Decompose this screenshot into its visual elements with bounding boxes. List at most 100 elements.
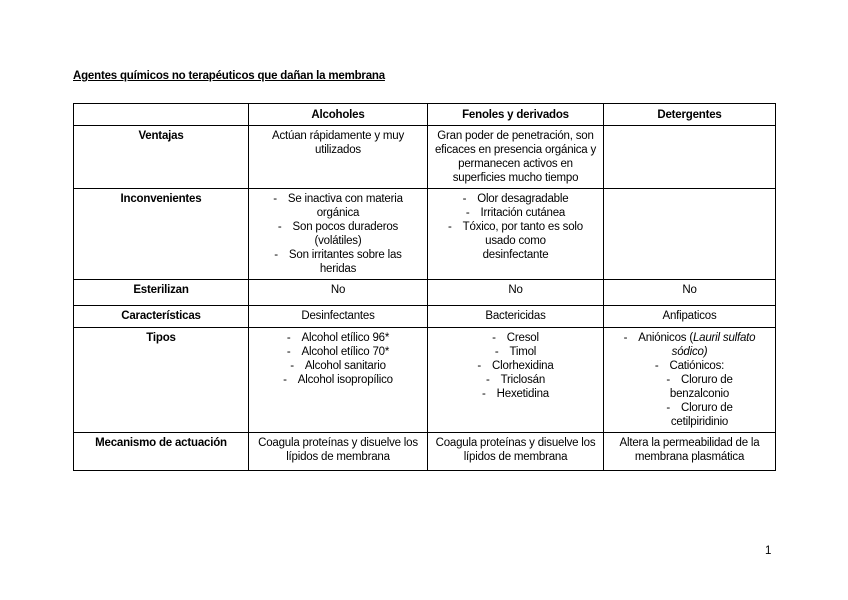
table-row: Tipos - Alcohol etílico 96* - Alcohol etílic… bbox=[73, 327, 776, 433]
row-label: Ventajas bbox=[73, 125, 249, 189]
list-item-text: Timol bbox=[509, 346, 537, 358]
list-item-text: Triclosán bbox=[500, 374, 546, 386]
dash-bullet: - bbox=[654, 360, 659, 372]
list-item: - Alcohol sanitario bbox=[252, 359, 424, 373]
list-item: - Son irritantes sobre las heridas bbox=[252, 248, 424, 276]
list-item: - Cresol bbox=[431, 331, 600, 345]
table-cell bbox=[603, 188, 776, 280]
dash-bullet: - bbox=[286, 346, 291, 358]
table-cell: - Alcohol etílico 96* - Alcohol etílico 70*… bbox=[248, 327, 428, 433]
table-row: Esterilizan No No No bbox=[73, 279, 776, 306]
dash-bullet: - bbox=[485, 374, 490, 386]
corner-cell bbox=[73, 103, 249, 126]
table-cell: No bbox=[603, 279, 776, 306]
row-label: Características bbox=[73, 305, 249, 328]
page-title: Agentes químicos no terapéuticos que dañ… bbox=[73, 70, 385, 82]
list-item-text: Hexetidina bbox=[496, 388, 550, 400]
list-item-text: Irritación cutánea bbox=[480, 207, 566, 219]
table-cell: Desinfectantes bbox=[248, 305, 428, 328]
table-cell: Coagula proteínas y disuelve los lípidos… bbox=[427, 432, 604, 471]
dash-bullet: - bbox=[623, 332, 628, 344]
table-cell: Actúan rápidamente y muy utilizados bbox=[248, 125, 428, 189]
cell-text: No bbox=[508, 284, 523, 296]
list-item: - Clorhexidina bbox=[431, 359, 600, 373]
column-header: Fenoles y derivados bbox=[427, 103, 604, 126]
list-item-text: Alcohol isopropílico bbox=[297, 374, 393, 386]
table-cell bbox=[603, 125, 776, 189]
cell-text: No bbox=[330, 284, 346, 296]
list-item: - Timol bbox=[431, 345, 600, 359]
list-item: - Tóxico, por tanto es solo usado como de… bbox=[431, 220, 600, 262]
list-item: - Triclosán bbox=[431, 373, 600, 387]
table-row: Características Desinfectantes Bactericida… bbox=[73, 305, 776, 328]
cell-text: Bactericidas bbox=[485, 310, 546, 322]
row-label: Mecanismo de actuación bbox=[73, 432, 249, 471]
table-cell: - Olor desagradable - Irritación cutánea - Tó… bbox=[427, 188, 604, 280]
dash-bullet: - bbox=[492, 332, 496, 344]
dash-bullet: - bbox=[477, 360, 482, 372]
dash-bullet: - bbox=[283, 374, 287, 386]
column-header: Detergentes bbox=[603, 103, 776, 126]
cell-text: Desinfectantes bbox=[301, 310, 375, 322]
list-item-text: Alcohol etílico 70* bbox=[301, 346, 390, 358]
column-header: Alcoholes bbox=[248, 103, 428, 126]
dash-bullet: - bbox=[482, 388, 486, 400]
list-item: - Alcohol etílico 96* bbox=[252, 331, 424, 345]
list-item-text: Cloruro de benzalconio bbox=[669, 374, 733, 400]
list-item-text: Tóxico, por tanto es solo usado como des… bbox=[462, 221, 583, 261]
cell-text: Anfipaticos bbox=[662, 310, 717, 322]
list-item-text: Clorhexidina bbox=[492, 360, 554, 372]
table-header-row: Alcoholes Fenoles y derivados Detergentes bbox=[73, 103, 776, 126]
row-label: Tipos bbox=[73, 327, 249, 433]
cell-text: Gran poder de penetración, son eficaces … bbox=[434, 130, 597, 184]
list-item: - Alcohol etílico 70* bbox=[252, 345, 424, 359]
table-cell: Gran poder de penetración, son eficaces … bbox=[427, 125, 604, 189]
table-cell: - Aniónicos (Lauril sulfato sódico) - Catió… bbox=[603, 327, 776, 433]
cell-text: Coagula proteínas y disuelve los lípidos… bbox=[435, 437, 596, 463]
page-number: 1 bbox=[765, 545, 772, 557]
chemical-agents-table: Alcoholes Fenoles y derivados Detergentes … bbox=[73, 103, 776, 471]
list-item-text: Catiónicos: bbox=[669, 360, 725, 372]
table-cell: Anfipaticos bbox=[603, 305, 776, 328]
dash-bullet: - bbox=[274, 249, 278, 261]
dash-bullet: - bbox=[290, 360, 294, 372]
dash-bullet: - bbox=[465, 207, 470, 219]
list-item-text: Alcohol sanitario bbox=[304, 360, 386, 372]
list-item-text: Aniónicos (Lauril sulfato sódico) bbox=[638, 332, 756, 358]
list-item: - Aniónicos (Lauril sulfato sódico) bbox=[607, 331, 772, 359]
cell-text: Altera la permeabilidad de la membrana p… bbox=[619, 437, 760, 463]
table-cell: No bbox=[427, 279, 604, 306]
dash-bullet: - bbox=[462, 193, 467, 205]
table-cell: No bbox=[248, 279, 428, 306]
table-row: Inconvenientes - Se inactiva con materia o… bbox=[73, 188, 776, 280]
list-item-text: Son pocos duraderos (volátiles) bbox=[292, 221, 399, 247]
list-item: - Son pocos duraderos (volátiles) bbox=[252, 220, 424, 248]
table-cell: Bactericidas bbox=[427, 305, 604, 328]
nested-list: - Cloruro de benzalconio - Cloruro de cetil… bbox=[627, 373, 772, 429]
table-cell: Coagula proteínas y disuelve los lípidos… bbox=[248, 432, 428, 471]
dash-bullet: - bbox=[286, 332, 291, 344]
table-cell: - Se inactiva con materia orgánica - Son po… bbox=[248, 188, 428, 280]
table-row: Ventajas Actúan rápidamente y muy utiliza… bbox=[73, 125, 776, 189]
list-item: - Irritación cutánea bbox=[431, 206, 600, 220]
dash-bullet: - bbox=[277, 221, 282, 233]
row-label: Esterilizan bbox=[73, 279, 249, 306]
list-item: - Olor desagradable bbox=[431, 192, 600, 206]
list-item: - Cloruro de cetilpiridinio bbox=[627, 401, 772, 429]
table-cell: - Cresol - Timol - Clorhexidina - Triclosán - Hex… bbox=[427, 327, 604, 433]
list-item: - Alcohol isopropílico bbox=[252, 373, 424, 387]
list-item: - Hexetidina bbox=[431, 387, 600, 401]
cell-text: Coagula proteínas y disuelve los lípidos… bbox=[258, 437, 418, 463]
list-item: - Se inactiva con materia orgánica bbox=[252, 192, 424, 220]
dash-bullet: - bbox=[494, 346, 499, 358]
table-cell: Altera la permeabilidad de la membrana p… bbox=[603, 432, 776, 471]
table-row: Mecanismo de actuación Coagula proteínas … bbox=[73, 432, 776, 471]
cell-text: No bbox=[682, 284, 697, 296]
list-item-text: Alcohol etílico 96* bbox=[301, 332, 390, 344]
dash-bullet: - bbox=[448, 221, 452, 233]
list-item-text: Son irritantes sobre las heridas bbox=[288, 249, 402, 275]
list-item: - Catiónicos: - Cloruro de benzalconio - Clor… bbox=[607, 359, 772, 429]
dash-bullet: - bbox=[273, 193, 277, 205]
list-item: - Cloruro de benzalconio bbox=[627, 373, 772, 401]
list-item-text: Se inactiva con materia orgánica bbox=[287, 193, 403, 219]
